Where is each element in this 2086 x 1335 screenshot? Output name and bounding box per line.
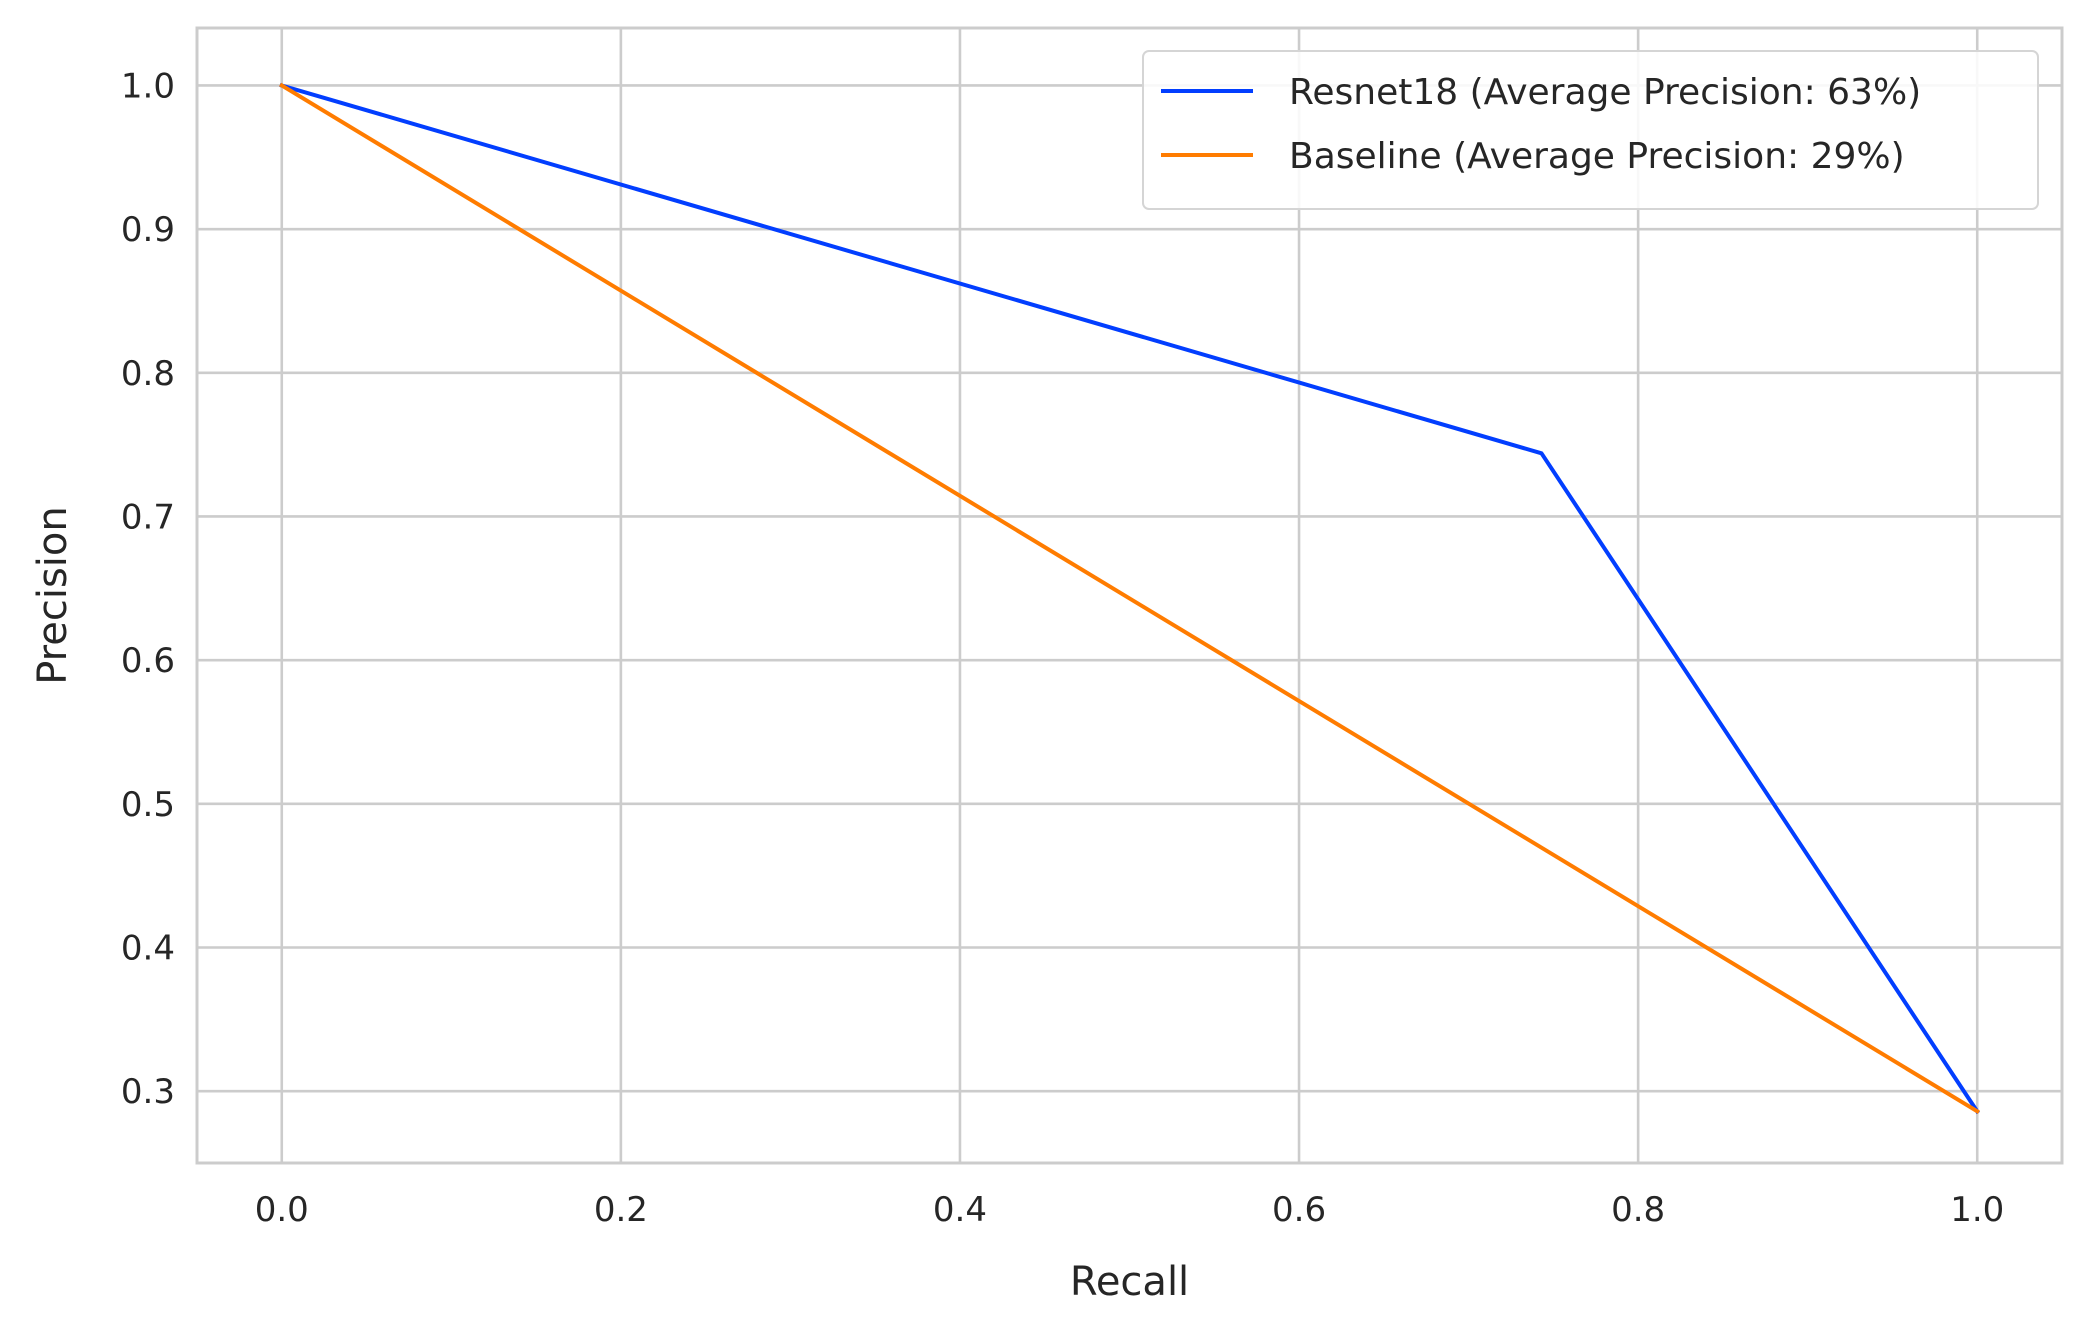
x-axis-label: Recall [1070, 1259, 1189, 1305]
x-tick-label: 1.0 [1950, 1190, 2004, 1230]
y-tick-label: 0.4 [121, 928, 175, 968]
y-tick-labels: 0.3 0.4 0.5 0.6 0.7 0.8 0.9 1.0 [121, 66, 175, 1112]
x-tick-label: 0.4 [933, 1190, 987, 1230]
series-line-1 [279, 83, 1980, 1115]
x-tick-labels: 0.0 0.2 0.4 0.6 0.8 1.0 [255, 1190, 2005, 1230]
legend: Resnet18 (Average Precision: 63%) Baselin… [1142, 50, 2039, 210]
x-tick-label: 0.8 [1611, 1190, 1665, 1230]
x-gridlines [280, 28, 1979, 1163]
y-tick-label: 1.0 [121, 66, 175, 106]
y-gridlines [197, 84, 2062, 1093]
legend-label: Baseline (Average Precision: 29%) [1289, 136, 1905, 177]
y-tick-label: 0.3 [121, 1072, 175, 1112]
x-tick-label: 0.0 [255, 1190, 309, 1230]
x-tick-label: 0.2 [594, 1190, 648, 1230]
legend-label: Resnet18 (Average Precision: 63%) [1289, 72, 1921, 113]
plot-frame [195, 26, 2064, 1165]
series-lines [279, 82, 1980, 1115]
legend-entries: Resnet18 (Average Precision: 63%) Baselin… [1161, 72, 1921, 177]
y-tick-label: 0.7 [121, 497, 175, 537]
y-tick-label: 0.9 [121, 210, 175, 250]
series-line-2 [279, 82, 1980, 1115]
legend-box [1142, 50, 2039, 210]
y-tick-label: 0.6 [121, 641, 175, 681]
y-tick-label: 0.5 [121, 785, 175, 825]
y-tick-label: 0.8 [121, 354, 175, 394]
x-tick-label: 0.6 [1272, 1190, 1326, 1230]
y-axis-label: Precision [30, 506, 76, 684]
